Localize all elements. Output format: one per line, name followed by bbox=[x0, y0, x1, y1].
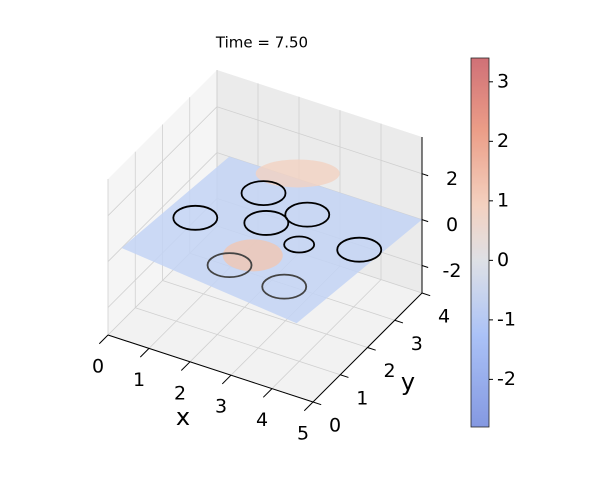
z-tick bbox=[421, 173, 429, 177]
z-tick-label: -2 bbox=[443, 260, 462, 282]
x-tick bbox=[98, 334, 109, 345]
x-tick-label: 2 bbox=[174, 382, 186, 404]
y-tick-label: 3 bbox=[411, 333, 423, 355]
grid-line bbox=[162, 280, 368, 348]
z-tick-label: 2 bbox=[446, 168, 458, 190]
surface-bump bbox=[222, 239, 283, 272]
y-tick bbox=[312, 401, 322, 406]
y-axis-label: y bbox=[401, 368, 415, 396]
colorbar-tick-label: 0 bbox=[497, 249, 509, 271]
y-tick-label: 4 bbox=[438, 306, 450, 328]
grid-line bbox=[107, 152, 218, 262]
colorbar-tick-label: -2 bbox=[497, 368, 516, 390]
contour-ring bbox=[284, 201, 331, 228]
surface bbox=[121, 156, 422, 324]
contour-ring bbox=[261, 273, 308, 300]
colorbar bbox=[470, 57, 490, 428]
y-tick bbox=[340, 374, 349, 378]
surface-sheet bbox=[121, 156, 422, 324]
grid-line bbox=[135, 307, 341, 376]
x-tick-label: 0 bbox=[92, 356, 104, 378]
y-tick-label: 0 bbox=[329, 415, 341, 437]
grid-line bbox=[216, 106, 423, 175]
x-tick bbox=[180, 361, 191, 371]
y-axis-line bbox=[312, 292, 423, 403]
grid-line bbox=[107, 106, 218, 216]
x-axis-line bbox=[107, 334, 314, 403]
x-tick-label: 1 bbox=[133, 369, 145, 391]
y-tick bbox=[367, 347, 376, 351]
colorbar-tick-label: 3 bbox=[497, 70, 509, 92]
colorbar-tick-label: 2 bbox=[497, 130, 509, 152]
contour-ring bbox=[172, 204, 219, 231]
colorbar-tick-label: -1 bbox=[497, 308, 516, 330]
contour-ring bbox=[283, 235, 316, 254]
x-tick bbox=[139, 348, 150, 358]
z-tick bbox=[421, 264, 429, 268]
x-tick-label: 4 bbox=[256, 409, 268, 431]
y-tick bbox=[394, 319, 404, 324]
x-tick-label: 5 bbox=[297, 423, 309, 445]
colorbar-tick-label: 1 bbox=[497, 189, 509, 211]
z-tick bbox=[421, 219, 429, 223]
z-tick-label: 0 bbox=[446, 214, 458, 236]
contour-ring bbox=[336, 236, 383, 263]
contour-ring bbox=[240, 180, 287, 207]
x-tick bbox=[221, 374, 232, 385]
contour-ring bbox=[206, 252, 253, 279]
y-tick bbox=[421, 292, 431, 297]
x-tick-label: 3 bbox=[215, 396, 227, 418]
y-tick-label: 1 bbox=[356, 387, 368, 409]
contour-ring bbox=[243, 210, 290, 236]
x-axis-label: x bbox=[176, 403, 190, 431]
x-tick bbox=[303, 401, 314, 412]
surface-bump bbox=[255, 159, 340, 188]
chart-title: Time = 7.50 bbox=[215, 34, 308, 52]
y-tick-label: 2 bbox=[383, 360, 395, 382]
x-tick bbox=[262, 388, 273, 398]
